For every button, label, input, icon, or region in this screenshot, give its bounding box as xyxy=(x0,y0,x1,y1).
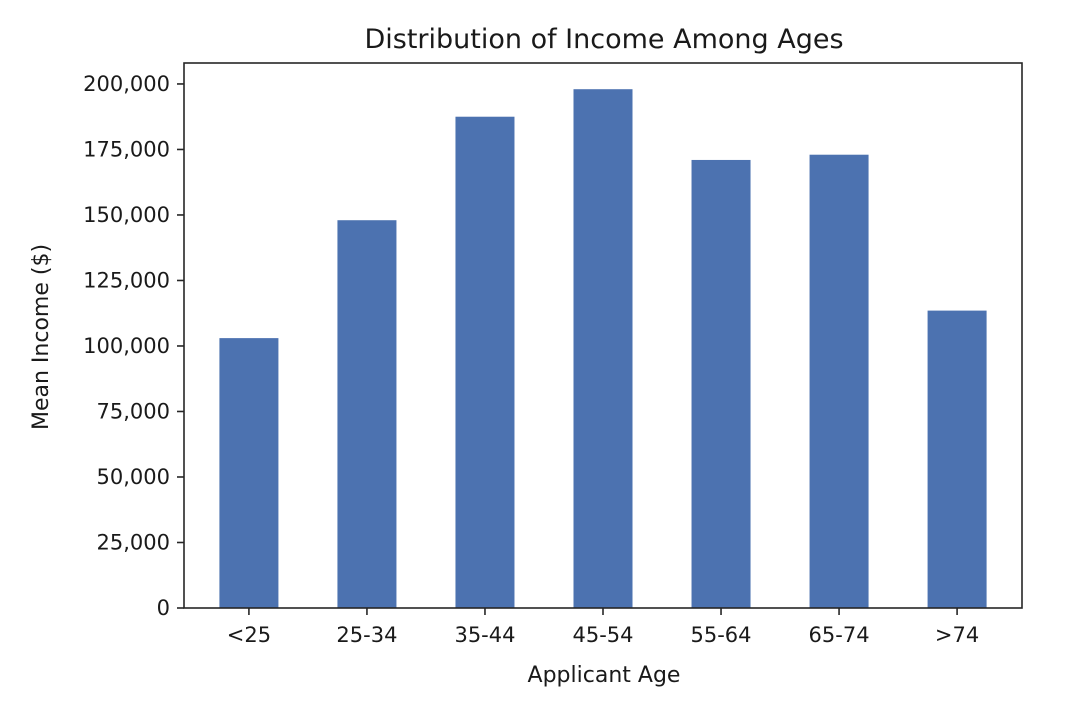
y-axis-label: Mean Income ($) xyxy=(29,244,54,430)
bar-3 xyxy=(573,89,633,609)
y-tick-label-8: 200,000 xyxy=(83,72,170,96)
bar-0 xyxy=(219,338,279,608)
bar-4 xyxy=(691,159,751,608)
y-axis: 0 25,000 50,000 75,000 100,000 125,000 150,000… xyxy=(83,72,184,620)
x-tick-label-0: <25 xyxy=(227,623,271,647)
y-tick-label-3: 75,000 xyxy=(97,399,170,423)
x-axis-label: Applicant Age xyxy=(528,663,681,688)
x-tick-label-1: 25-34 xyxy=(336,623,397,647)
chart-title: Distribution of Income Among Ages xyxy=(364,24,843,55)
x-axis: <25 25-34 35-44 45-54 55-64 65-74 >74 xyxy=(227,608,979,647)
x-tick-label-2: 35-44 xyxy=(454,623,515,647)
x-tick-label-5: 65-74 xyxy=(809,623,870,647)
bar-2 xyxy=(455,116,515,609)
x-tick-label-6: >74 xyxy=(935,623,979,647)
plot-area xyxy=(219,89,987,609)
plot-frame xyxy=(183,62,1023,609)
y-tick-label-5: 125,000 xyxy=(83,268,170,292)
y-tick-label-4: 100,000 xyxy=(83,334,170,358)
y-tick-label-1: 25,000 xyxy=(97,530,170,554)
y-tick-label-7: 175,000 xyxy=(83,137,170,161)
y-tick-label-0: 0 xyxy=(157,596,170,620)
y-tick-label-2: 50,000 xyxy=(97,465,170,489)
bar-1 xyxy=(337,220,397,608)
bar-6 xyxy=(927,310,987,608)
x-tick-label-4: 55-64 xyxy=(691,623,752,647)
y-tick-label-6: 150,000 xyxy=(83,203,170,227)
bar-5 xyxy=(809,154,869,608)
x-tick-label-3: 45-54 xyxy=(572,623,633,647)
